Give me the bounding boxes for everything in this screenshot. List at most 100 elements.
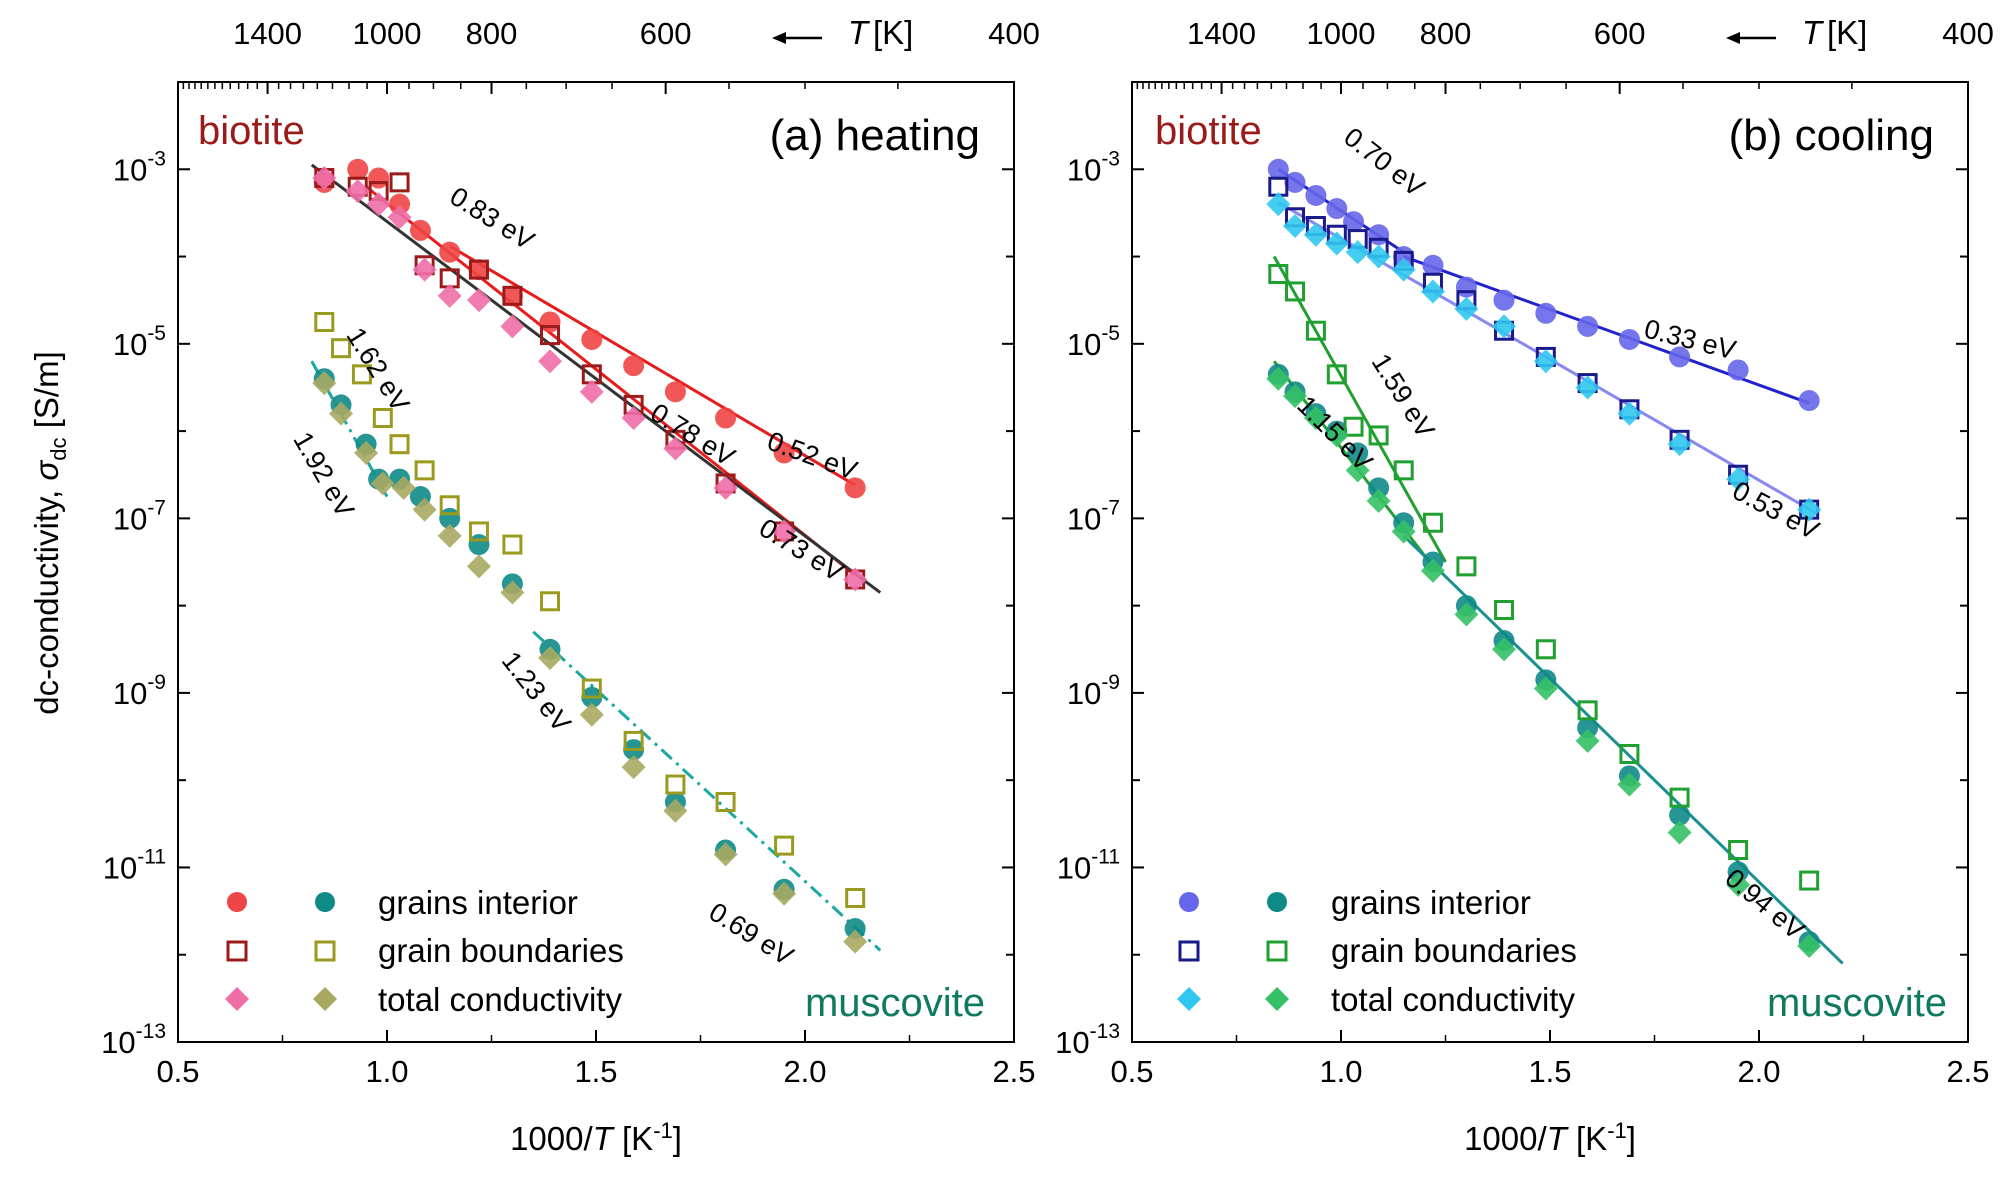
muscovite-label: muscovite <box>1767 981 1947 1025</box>
slope-label: 0.69 eV <box>704 897 799 972</box>
data-point <box>331 338 352 359</box>
top-tick-label: 1400 <box>1187 16 1256 51</box>
data-point <box>345 179 370 204</box>
data-point <box>715 407 737 429</box>
y-tick-label: 10-9 <box>113 671 166 711</box>
data-point <box>540 325 561 346</box>
data-point <box>621 406 646 430</box>
data-point <box>772 881 797 906</box>
data-point <box>412 497 437 522</box>
legend-marker-muscovite-total <box>1265 987 1289 1011</box>
panel-title: (b) cooling <box>1729 111 1934 160</box>
data-point <box>1266 366 1291 391</box>
series-muscovite-total-conductivity <box>312 371 868 954</box>
data-point <box>329 401 354 426</box>
data-point <box>1454 602 1479 627</box>
data-point <box>370 471 395 496</box>
data-point <box>1575 728 1600 753</box>
y-tick-label: 10-5 <box>1067 322 1120 362</box>
legend-marker-muscovite-grains <box>315 892 335 912</box>
slope-label: 0.53 eV <box>1728 475 1824 545</box>
panel-heating: 0.5 1.0 1.5 2.0 2.5 10-13 10-11 10-9 10-7 10-5 10-… <box>101 14 1040 1157</box>
slope-label: 1.62 eV <box>341 322 416 417</box>
data-point <box>665 774 686 795</box>
data-point <box>1456 556 1477 577</box>
top-tick-label: 400 <box>1942 16 1994 51</box>
data-point <box>1368 477 1390 499</box>
data-point <box>1798 390 1820 412</box>
top-axis-unit: [K] <box>873 14 913 51</box>
slope-label: 0.73 eV <box>754 513 849 588</box>
data-point <box>663 798 688 823</box>
legend-marker-muscovite-total <box>313 987 337 1011</box>
data-point <box>1366 244 1391 269</box>
data-point <box>1727 359 1749 381</box>
top-tick-label: 1400 <box>233 16 302 51</box>
data-point <box>1285 281 1306 302</box>
legend: grains interior grain boundaries total c… <box>1177 884 1577 1018</box>
x-tick-label: 0.5 <box>156 1054 199 1089</box>
data-point <box>1617 772 1642 797</box>
data-point <box>500 580 525 605</box>
series-biotite-total-conductivity <box>1266 192 1822 522</box>
data-point <box>372 408 393 428</box>
data-point <box>1305 320 1326 341</box>
slope-label: 0.70 eV <box>1338 122 1430 203</box>
data-point <box>1575 375 1600 400</box>
data-point <box>1305 184 1327 206</box>
data-point <box>1533 676 1558 701</box>
data-point <box>663 436 688 461</box>
data-point <box>623 730 644 751</box>
data-point <box>354 440 379 465</box>
biotite-label: biotite <box>198 109 305 153</box>
data-point <box>1454 296 1479 321</box>
data-point <box>439 495 460 516</box>
biotite-label: biotite <box>1155 109 1262 153</box>
data-point <box>540 591 561 612</box>
data-point <box>1303 222 1328 247</box>
panel-cooling: 0.5 1.0 1.5 2.0 2.5 10-13 10-11 10-9 10-7 10-5 10-… <box>1055 14 1994 1157</box>
data-point <box>466 288 491 313</box>
data-point <box>1533 349 1558 374</box>
data-point <box>366 192 391 217</box>
data-point <box>844 477 866 499</box>
data-point <box>1492 637 1517 662</box>
muscovite-label: muscovite <box>805 981 985 1025</box>
top-tick-label: 1000 <box>353 16 422 51</box>
data-point <box>502 534 523 555</box>
data-point <box>312 166 337 190</box>
data-point <box>1617 401 1642 426</box>
data-point <box>468 259 489 280</box>
series-muscovite-grain-boundaries <box>314 312 866 908</box>
data-point <box>502 285 523 306</box>
top-axis-unit: [K] <box>1827 14 1867 51</box>
data-point <box>1422 512 1443 533</box>
data-point <box>579 702 604 727</box>
series-biotite-grains-interior <box>1267 158 1820 412</box>
data-point <box>501 285 523 307</box>
axis-ticks: 0.5 1.0 1.5 2.0 2.5 10-13 10-11 10-9 10-7 10-5 10-… <box>1055 16 1994 1089</box>
data-point <box>1393 460 1414 481</box>
x-tick-label: 1.0 <box>365 1054 408 1089</box>
top-tick-label: 1000 <box>1307 16 1376 51</box>
fit-line <box>532 630 882 952</box>
data-point <box>439 241 461 263</box>
legend-grain-boundaries: grain boundaries <box>1331 932 1577 969</box>
data-point <box>1494 600 1515 620</box>
fit-line <box>1402 534 1844 965</box>
x-tick-label: 2.5 <box>1946 1054 1989 1089</box>
data-point <box>1343 416 1364 437</box>
y-tick-label: 10-13 <box>1055 1020 1120 1060</box>
data-point <box>1283 384 1308 409</box>
y-tick-label: 10-5 <box>113 322 166 362</box>
legend-marker-muscovite-boundaries <box>314 940 336 962</box>
data-point <box>1324 231 1349 256</box>
data-point <box>389 193 411 215</box>
data-point <box>412 257 437 282</box>
data-point <box>715 792 736 812</box>
data-point <box>347 158 369 180</box>
data-point <box>1347 442 1369 464</box>
panel-heating-plot-area: 0.5 1.0 1.5 2.0 2.5 10-13 10-11 10-9 10-7 10-5 10-… <box>101 16 1040 1089</box>
top-tick-label: 800 <box>466 16 518 51</box>
top-tick-label: 600 <box>1594 16 1646 51</box>
